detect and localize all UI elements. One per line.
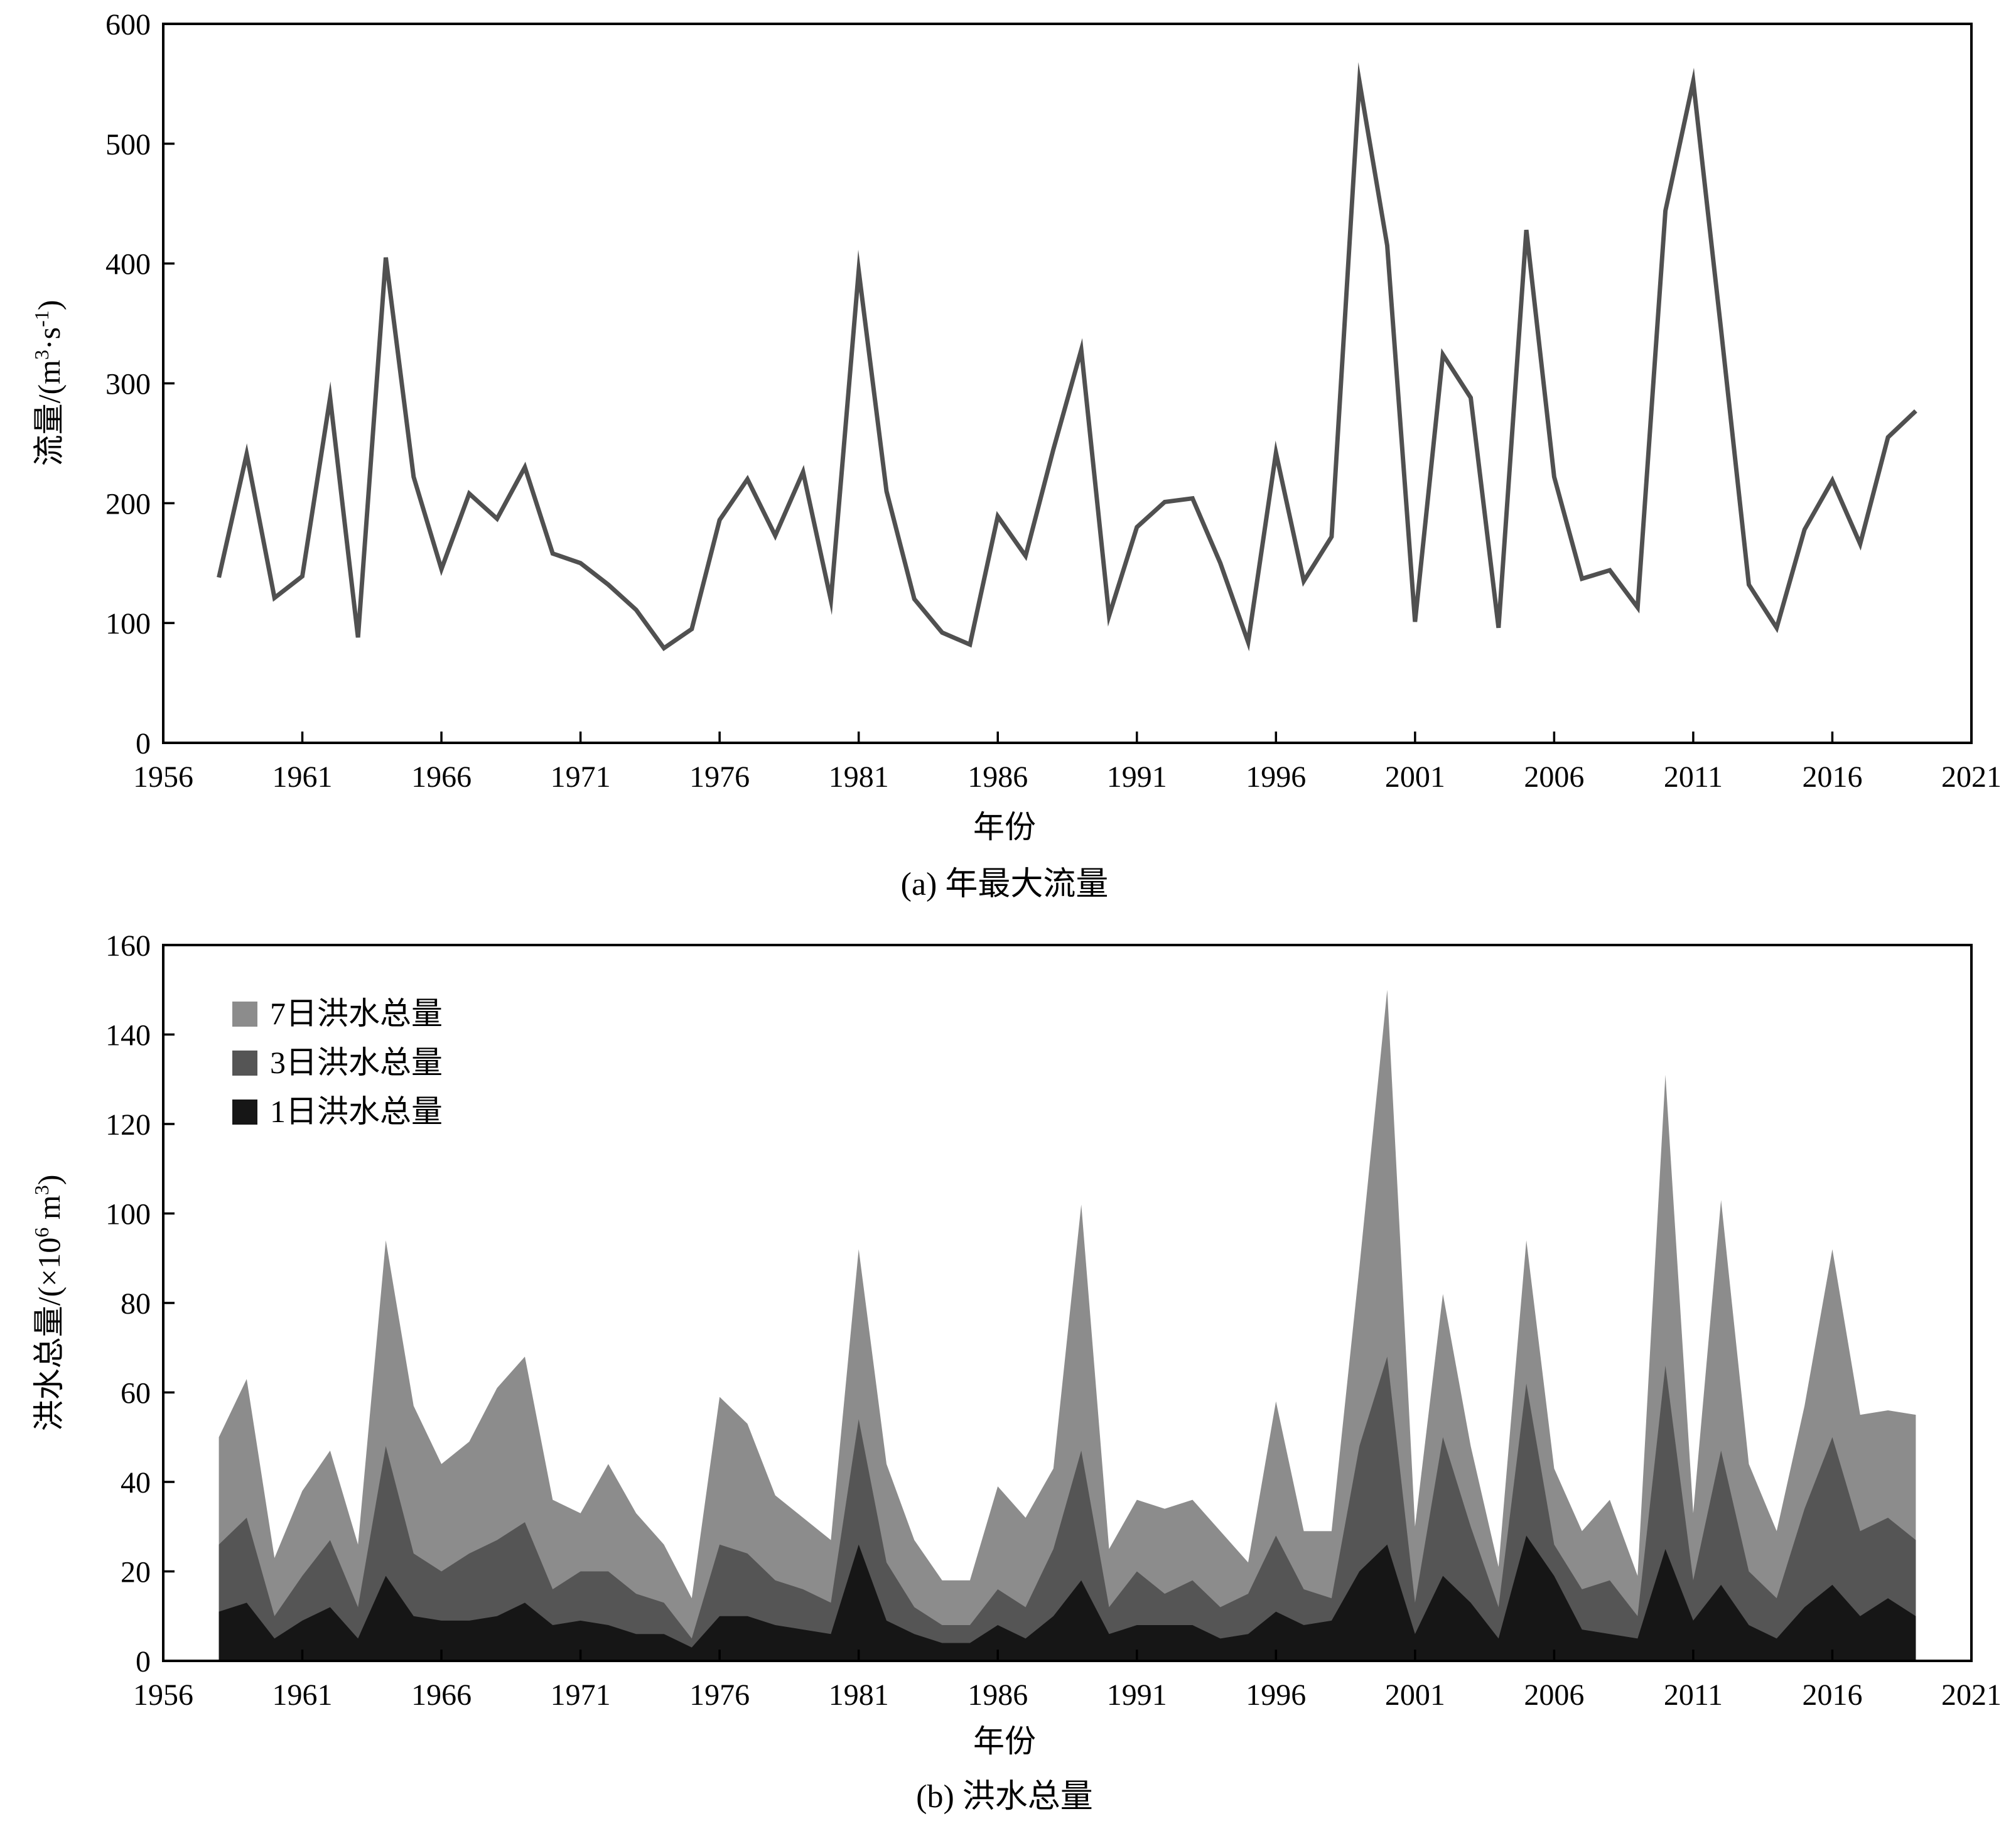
annual-max-flow-line	[217, 62, 1917, 652]
panel-b-xtick-label: 1956	[133, 1678, 193, 1712]
legend-swatch-1	[232, 1002, 257, 1027]
panel-b-xtick-label: 1971	[551, 1678, 611, 1712]
panel-a-xlabel: 年份	[973, 809, 1036, 845]
panel-a-ytick-label: 600	[105, 8, 151, 41]
panel-b-xtick-label: 1961	[272, 1678, 333, 1712]
panel-b-ytick-label: 60	[121, 1377, 151, 1410]
panel-a-xtick-label: 2016	[1802, 760, 1862, 794]
panel-b-xtick-label: 1966	[411, 1678, 472, 1712]
panel-b-legend: 7日洪水总量 3日洪水总量 1日洪水总量	[232, 996, 443, 1129]
panel-b-xtick-label: 2006	[1524, 1678, 1584, 1712]
panel-b-xtick-label: 1991	[1107, 1678, 1167, 1712]
panel-a-xtick-label: 2021	[1941, 760, 2002, 794]
legend-label-1: 7日洪水总量	[270, 996, 443, 1031]
panel-b-xtick-label: 2011	[1664, 1678, 1723, 1712]
panel-a-ytick-label: 500	[105, 128, 151, 161]
legend-swatch-2	[232, 1051, 257, 1076]
panel-a-ticks: 1956 1961 1966 1971 1976 1981 1986 1991 1996 2001…	[105, 8, 2002, 794]
panel-a-xtick-label: 2006	[1524, 760, 1584, 794]
panel-b-xtick-label: 1976	[689, 1678, 750, 1712]
panel-a-ytick-label: 400	[105, 248, 151, 281]
panel-b-ytick-label: 140	[105, 1019, 151, 1052]
panel-b-xtick-label: 1986	[968, 1678, 1028, 1712]
panel-b-ytick-label: 20	[121, 1556, 151, 1589]
panel-a-marks	[217, 62, 1917, 652]
legend-swatch-3	[232, 1100, 257, 1125]
panel-b-ytick-label: 40	[121, 1466, 151, 1499]
panel-b-ytick-label: 100	[105, 1198, 151, 1231]
panel-a-ylabel: 流量/(m3·s-1)	[30, 300, 67, 467]
panel-b-xtick-label: 2021	[1941, 1678, 2002, 1712]
panel-a-xtick-label: 1996	[1246, 760, 1306, 794]
panel-b-ytick-label: 160	[105, 929, 151, 963]
panel-b-marks	[218, 990, 1916, 1661]
panel-b-xtick-label: 2001	[1385, 1678, 1445, 1712]
panel-a-xtick-label: 1971	[551, 760, 611, 794]
panel-b-xtick-label: 1981	[829, 1678, 889, 1712]
panel-a-xtick-label: 1981	[829, 760, 889, 794]
panel-b-xlabel: 年份	[973, 1724, 1036, 1759]
panel-b-xtick-label: 1996	[1246, 1678, 1306, 1712]
panel-a-xtick-label: 1991	[1107, 760, 1167, 794]
panel-b-caption: (b) 洪水总量	[916, 1779, 1093, 1815]
panel-a-xtick-label: 1976	[689, 760, 750, 794]
area-series-2	[218, 1356, 1916, 1661]
panel-a-xtick-label: 1966	[411, 760, 472, 794]
panel-a-ytick-label: 100	[105, 607, 151, 640]
panel-a-flow-chart: 1956 1961 1966 1971 1976 1981 1986 1991 1996 2001…	[30, 8, 2002, 902]
panel-b-ytick-label: 120	[105, 1108, 151, 1142]
area-series-3	[218, 1535, 1916, 1661]
panel-a-xtick-label: 2011	[1664, 760, 1723, 794]
panel-a-ytick-label: 200	[105, 487, 151, 521]
panel-a-xtick-label: 1956	[133, 760, 193, 794]
panel-b-xtick-label: 2016	[1802, 1678, 1862, 1712]
panel-a-ytick-label: 0	[136, 727, 151, 760]
panel-a-xtick-label: 2001	[1385, 760, 1445, 794]
panel-a-ytick-label: 300	[105, 368, 151, 401]
legend-label-3: 1日洪水总量	[270, 1094, 443, 1129]
panel-b-ticks: 1956 1961 1966 1971 1976 1981 1986 1991 1996 2001…	[105, 929, 2002, 1712]
panel-a-caption: (a) 年最大流量	[901, 867, 1109, 902]
panel-b-ylabel: 洪水总量/(×106 m3)	[30, 1175, 67, 1432]
panel-a-xtick-label: 1986	[968, 760, 1028, 794]
panel-a-xtick-label: 1961	[272, 760, 333, 794]
panel-b-ytick-label: 0	[136, 1645, 151, 1678]
panel-b-ytick-label: 80	[121, 1287, 151, 1321]
legend-label-2: 3日洪水总量	[270, 1045, 443, 1080]
panel-b-volume-chart: 1956 1961 1966 1971 1976 1981 1986 1991 1996 2001…	[30, 929, 2002, 1815]
